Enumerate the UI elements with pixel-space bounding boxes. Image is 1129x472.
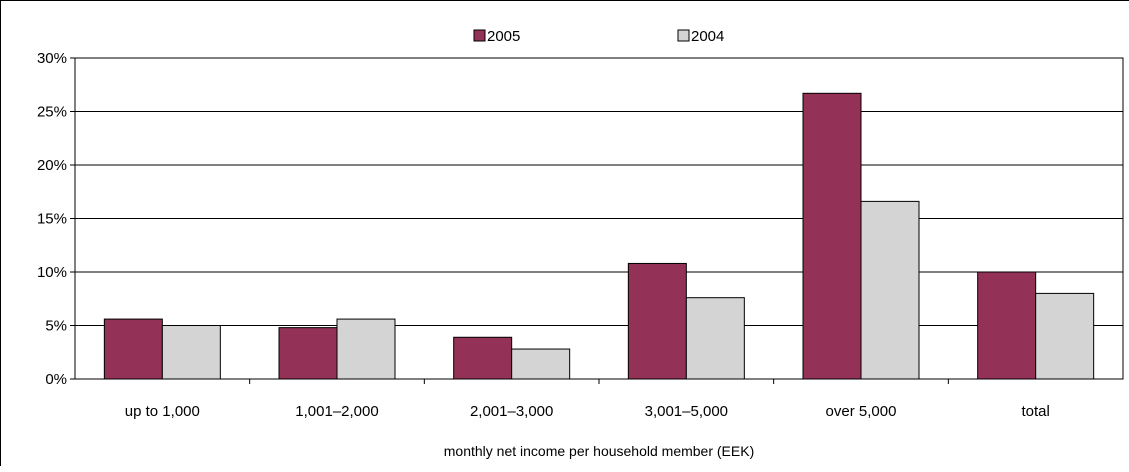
x-category-label: 1,001–2,000 (295, 403, 378, 420)
bar-2005-4 (802, 92, 862, 380)
x-category-label: total (1021, 403, 1049, 420)
bar-2004-0 (161, 325, 221, 380)
bar-2004-1 (336, 318, 396, 380)
x-category-label: over 5,000 (826, 403, 897, 420)
legend-label-2004: 2004 (691, 28, 724, 45)
bar-2005-2 (453, 336, 513, 380)
gridlines (74, 57, 1124, 380)
legend-swatch-2005 (473, 29, 486, 42)
y-tick-label: 5% (45, 318, 67, 335)
bar-2005-3 (627, 262, 687, 380)
legend: 2005 2004 (473, 28, 724, 45)
bar-2004-4 (860, 200, 920, 380)
bar-2004-3 (685, 297, 745, 380)
y-tick-label: 10% (37, 264, 67, 281)
bar-2005-0 (103, 318, 163, 380)
legend-swatch-2004 (677, 29, 690, 42)
axes (70, 57, 949, 384)
bar-2004-5 (1035, 292, 1095, 380)
y-tick-label: 0% (45, 371, 67, 388)
bar-2005-5 (977, 271, 1037, 380)
y-tick-labels: 0% 5% 10% 15% 20% 25% 30% (37, 50, 67, 388)
x-category-label: 3,001–5,000 (645, 403, 728, 420)
y-tick-label: 20% (37, 157, 67, 174)
legend-label-2005: 2005 (487, 28, 520, 45)
x-axis-title: monthly net income per household member … (444, 443, 754, 459)
x-category-label: 2,001–3,000 (470, 403, 553, 420)
y-tick-label: 15% (37, 211, 67, 228)
x-category-label: up to 1,000 (125, 403, 200, 420)
x-category-labels: up to 1,000 1,001–2,000 2,001–3,000 3,001–5… (125, 403, 1050, 420)
bar-2005-1 (278, 327, 338, 380)
y-tick-label: 25% (37, 104, 67, 121)
bars (103, 92, 1095, 380)
bar-2004-2 (511, 348, 571, 380)
y-tick-label: 30% (37, 50, 67, 67)
